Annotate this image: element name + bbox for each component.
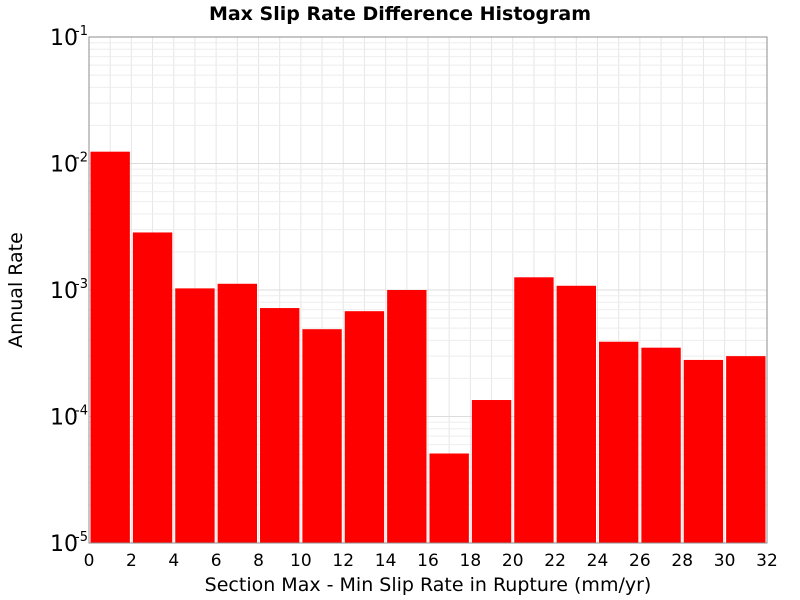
histogram-bar <box>599 341 639 543</box>
histogram-bar <box>90 151 130 543</box>
y-tick-base: 10 <box>50 532 78 557</box>
x-tick-label: 26 <box>629 551 651 571</box>
y-tick-exponent: -1 <box>75 24 88 39</box>
histogram-bar <box>302 329 342 543</box>
y-axis-label: Annual Rate <box>5 232 27 348</box>
x-tick-label: 0 <box>84 551 95 571</box>
y-tick-label: 10-1 <box>50 24 88 51</box>
histogram-bar <box>556 285 596 543</box>
x-tick-label: 18 <box>460 551 482 571</box>
y-tick-label: 10-2 <box>50 151 88 178</box>
bars-group <box>90 151 766 543</box>
x-tick-label: 2 <box>126 551 137 571</box>
y-tick-exponent: -4 <box>75 404 88 419</box>
x-tick-label: 6 <box>211 551 222 571</box>
x-tick-label: 12 <box>332 551 354 571</box>
histogram-bar <box>132 232 173 543</box>
y-tick-exponent: -2 <box>75 151 88 166</box>
x-tick-label: 10 <box>290 551 312 571</box>
x-tick-label: 28 <box>671 551 693 571</box>
y-tick-base: 10 <box>50 279 78 304</box>
x-tick-label: 22 <box>544 551 566 571</box>
x-tick-label: 8 <box>253 551 264 571</box>
histogram-bar <box>726 356 766 543</box>
histogram-bar <box>175 288 215 543</box>
chart-title: Max Slip Rate Difference Histogram <box>209 3 591 25</box>
x-tick-labels: 0 2 4 6 8 10 12 14 16 18 20 22 24 26 28 30 32 <box>84 551 778 571</box>
histogram-bar <box>217 283 257 543</box>
plot-frame <box>88 36 768 544</box>
y-tick-base: 10 <box>50 153 78 178</box>
x-tick-label: 4 <box>168 551 179 571</box>
x-axis-label: Section Max - Min Slip Rate in Rupture (… <box>205 574 652 596</box>
x-tick-label: 24 <box>587 551 609 571</box>
histogram-bar <box>471 400 512 543</box>
x-tick-label: 16 <box>417 551 439 571</box>
y-tick-base: 10 <box>50 26 78 51</box>
histogram-bar <box>344 311 385 543</box>
x-tick-label: 14 <box>375 551 397 571</box>
x-tick-label: 32 <box>756 551 778 571</box>
histogram-bar <box>260 308 300 543</box>
y-tick-label: 10-3 <box>50 277 88 304</box>
y-tick-label: 10-4 <box>50 404 88 431</box>
histogram-bar <box>514 277 554 543</box>
y-tick-label: 10-5 <box>50 530 88 557</box>
y-tick-labels: 10-510-410-310-210-1 <box>50 24 88 557</box>
y-tick-exponent: -3 <box>75 277 88 292</box>
y-tick-exponent: -5 <box>75 530 88 545</box>
x-tick-label: 30 <box>714 551 736 571</box>
histogram-bar <box>641 347 681 543</box>
histogram-bar <box>429 453 469 543</box>
histogram-bar <box>387 290 427 543</box>
x-tick-label: 20 <box>502 551 524 571</box>
y-tick-base: 10 <box>50 406 78 431</box>
histogram-bar <box>683 359 724 543</box>
